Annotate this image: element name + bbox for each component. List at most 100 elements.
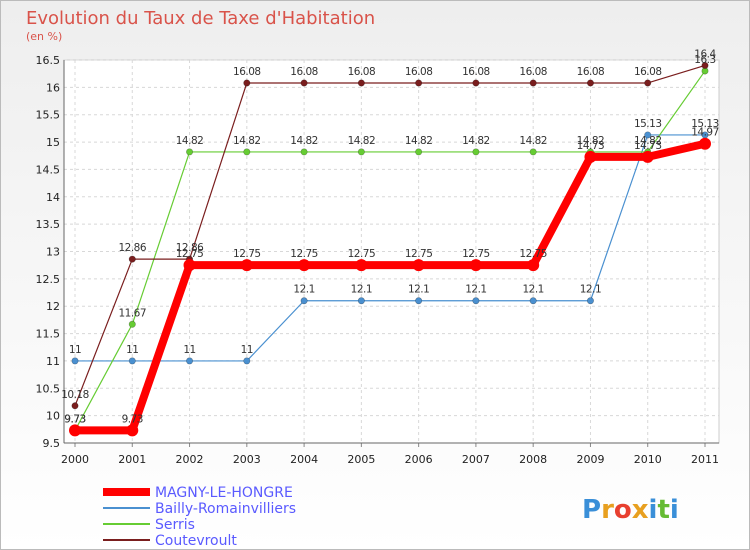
logo-letter: i: [670, 495, 679, 525]
data-label: 16.08: [348, 66, 376, 78]
data-label: 16.08: [233, 66, 261, 78]
y-tick-label: 11: [46, 355, 60, 368]
data-label: 12.75: [519, 248, 547, 260]
data-point: [357, 148, 365, 156]
data-label: 14.82: [519, 135, 547, 147]
data-point: [472, 79, 480, 87]
chart-title: Evolution du Taux de Taxe d'Habitation: [26, 8, 375, 29]
data-label: 11.67: [118, 307, 146, 319]
data-label: 14.82: [290, 135, 318, 147]
data-point: [128, 357, 136, 365]
data-label: 12.1: [465, 284, 486, 296]
data-point: [240, 259, 253, 272]
data-point: [243, 79, 251, 87]
data-label: 11: [183, 344, 195, 356]
data-label: 14.82: [405, 135, 433, 147]
legend-label: Coutevroult: [155, 533, 237, 549]
data-point: [586, 79, 594, 87]
data-point: [701, 61, 709, 69]
data-point: [126, 424, 139, 437]
data-point: [644, 131, 652, 139]
data-point: [529, 297, 537, 305]
data-label: 11: [241, 344, 253, 356]
data-point: [527, 259, 540, 272]
data-label: 16.4: [694, 48, 716, 60]
data-point: [586, 297, 594, 305]
data-point: [415, 148, 423, 156]
y-tick-label: 13.5: [36, 218, 61, 231]
data-label: 12.75: [176, 248, 204, 260]
data-label: 12.1: [580, 284, 601, 296]
data-point: [357, 79, 365, 87]
data-label: 14.73: [577, 140, 605, 152]
data-label: 16.08: [290, 66, 318, 78]
data-label: 11: [69, 344, 81, 356]
data-label: 11: [126, 344, 138, 356]
data-point: [300, 297, 308, 305]
data-label: 12.86: [118, 242, 146, 254]
data-label: 16.3: [694, 54, 715, 66]
data-label: 12.75: [462, 248, 490, 260]
data-point: [584, 150, 597, 163]
y-tick-label: 14.5: [36, 163, 61, 176]
data-point: [300, 79, 308, 87]
data-label: 14.82: [348, 135, 376, 147]
data-point: [298, 259, 311, 272]
y-tick-label: 10.5: [36, 382, 61, 395]
y-tick-label: 12.5: [36, 273, 61, 286]
data-label: 15.13: [634, 118, 662, 130]
data-label: 12.1: [293, 284, 314, 296]
data-label: 14.82: [462, 135, 490, 147]
data-point: [357, 297, 365, 305]
x-tick-label: 2000: [61, 453, 89, 466]
data-point: [71, 402, 79, 410]
y-tick-label: 14: [46, 191, 60, 204]
series-layer: [69, 61, 711, 437]
data-point: [69, 424, 81, 437]
data-label: 10.18: [61, 389, 89, 401]
x-tick-label: 2002: [176, 453, 204, 466]
logo-letter: x: [632, 495, 649, 525]
series-line: [71, 139, 709, 435]
data-label: 15.13: [691, 118, 719, 130]
data-label: 9.73: [64, 413, 85, 425]
data-point: [243, 357, 251, 365]
logo-letter: o: [614, 495, 632, 525]
data-label: 12.86: [176, 242, 204, 254]
y-tick-label: 9.5: [43, 437, 61, 450]
logo-letter: P: [582, 495, 601, 525]
data-point: [415, 79, 423, 87]
data-label: 16.08: [462, 66, 490, 78]
y-tick-label: 15.5: [36, 109, 61, 122]
data-label: 12.1: [408, 284, 429, 296]
y-tick-label: 15: [46, 136, 60, 149]
x-tick-label: 2001: [118, 453, 146, 466]
data-label: 9.73: [122, 413, 143, 425]
series-line: [74, 64, 706, 407]
data-label: 14.82: [634, 135, 662, 147]
legend-label: Serris: [155, 517, 195, 533]
data-label: 16.08: [577, 66, 605, 78]
data-label: 12.75: [405, 248, 433, 260]
y-tick-label: 16: [46, 81, 60, 94]
data-point: [472, 297, 480, 305]
x-tick-label: 2003: [233, 453, 261, 466]
y-tick-label: 11.5: [36, 328, 61, 341]
data-point: [186, 357, 194, 365]
data-label: 16.08: [634, 66, 662, 78]
data-label: 9.73: [64, 413, 85, 425]
y-tick-label: 12: [46, 300, 60, 313]
logo-letter: i: [649, 495, 658, 525]
logo-letter: t: [657, 495, 669, 525]
chart-subtitle: (en %): [26, 30, 62, 43]
y-tick-label: 16.5: [36, 54, 61, 67]
data-label: 12.75: [290, 248, 318, 260]
data-point: [243, 148, 251, 156]
data-point: [412, 259, 425, 272]
x-tick-label: 2010: [634, 453, 662, 466]
series-line: [74, 134, 706, 362]
data-point: [415, 297, 423, 305]
data-point: [300, 148, 308, 156]
